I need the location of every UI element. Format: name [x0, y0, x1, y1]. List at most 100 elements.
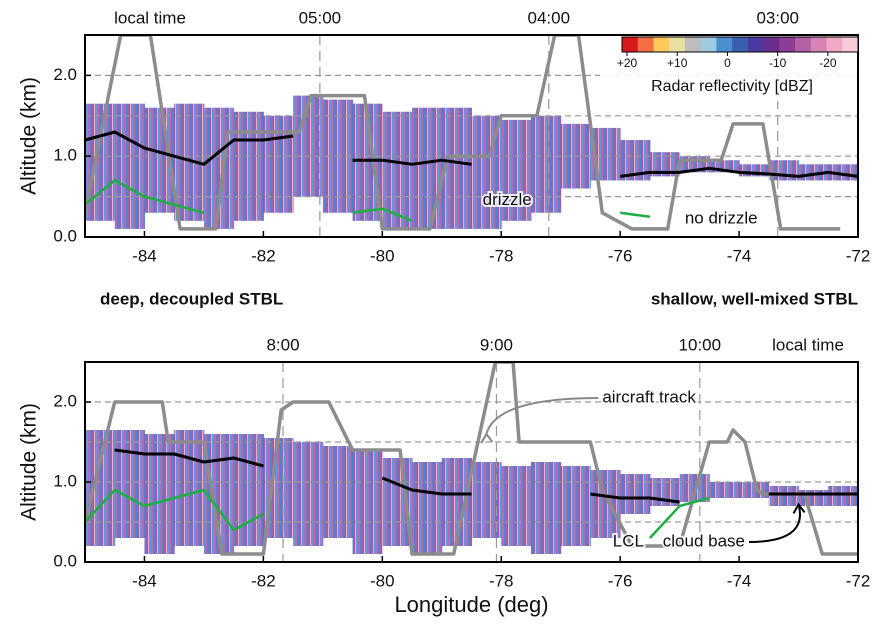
- radar-echo: [620, 474, 651, 514]
- y-tick-label: 1.0: [53, 471, 77, 490]
- annotation-arrow: [485, 397, 599, 435]
- top-axis-label: local time: [772, 335, 844, 354]
- series-line: [85, 130, 858, 178]
- series-label: aircraft track: [602, 387, 696, 406]
- radar-echo: [174, 430, 205, 546]
- radar-echo: [828, 486, 858, 506]
- y-tick-label: 0.0: [53, 226, 77, 245]
- colorbar-tick-label: +10: [667, 56, 688, 70]
- time-tick-label: 04:00: [528, 8, 571, 27]
- plot-area: [85, 362, 858, 562]
- radar-echo: [471, 462, 502, 538]
- x-tick-label: -82: [251, 571, 276, 590]
- x-tick-label: -74: [727, 571, 752, 590]
- colorbar-swatch: [622, 37, 639, 52]
- annotation: no drizzle: [685, 209, 758, 228]
- time-tick-label: 9:00: [480, 335, 513, 354]
- y-tick-label: 0.0: [53, 551, 77, 570]
- x-tick-label: -78: [489, 246, 514, 265]
- colorbar-swatch: [684, 37, 702, 52]
- y-tick-label: 1.0: [53, 146, 77, 165]
- radar-echo: [85, 103, 116, 221]
- radar-echo: [233, 111, 264, 221]
- x-tick-label: -72: [846, 571, 871, 590]
- colorbar-swatch: [716, 37, 733, 52]
- radar-echo: [352, 450, 383, 554]
- colorbar-swatch: [747, 37, 765, 52]
- radar-echo: [144, 434, 175, 554]
- radar-echo: [590, 470, 621, 538]
- x-tick-label: -72: [846, 246, 871, 265]
- colorbar-swatch: [795, 37, 812, 52]
- radar-echo: [412, 462, 443, 554]
- radar-echo: [501, 466, 532, 546]
- radar-echo: [530, 462, 562, 554]
- x-tick-label: -74: [727, 246, 752, 265]
- y-tick-label: 2.0: [53, 65, 77, 84]
- x-axis-label: Longitude (deg): [394, 592, 548, 617]
- colorbar-tick-label: -20: [819, 56, 837, 70]
- series-line: [85, 35, 841, 231]
- time-tick-label: 05:00: [299, 8, 342, 27]
- x-tick-label: -84: [132, 571, 157, 590]
- series-label: LCL: [613, 531, 644, 550]
- x-tick-label: -78: [489, 571, 514, 590]
- radar-echo: [412, 107, 443, 229]
- radar-echo: [768, 486, 800, 506]
- x-tick-label: -80: [370, 246, 395, 265]
- colorbar-tick-label: -10: [769, 56, 787, 70]
- series-line: [85, 488, 710, 539]
- series-label: cloud base: [663, 531, 745, 550]
- colorbar-label: Radar reflectivity [dBZ]: [651, 78, 813, 95]
- plot-frame: [84, 361, 859, 563]
- radar-echo: [233, 434, 264, 546]
- colorbar-swatch: [637, 37, 654, 52]
- series-line: [85, 179, 651, 222]
- colorbar-swatch: [669, 37, 686, 52]
- colorbar-swatch: [826, 37, 843, 52]
- colorbar-tick-label: +20: [617, 56, 638, 70]
- regime-label: shallow, well-mixed STBL: [651, 289, 858, 308]
- colorbar-swatch: [810, 37, 828, 52]
- radar-echo: [322, 446, 354, 538]
- x-tick-label: -80: [370, 571, 395, 590]
- x-tick-label: -76: [608, 571, 633, 590]
- colorbar-swatch: [732, 37, 749, 52]
- radar-echo: [85, 430, 116, 546]
- time-tick-label: 10:00: [679, 335, 722, 354]
- radar-echo: [114, 430, 145, 538]
- radar-echo: [530, 115, 562, 213]
- annotation-arrow: [749, 504, 801, 543]
- x-tick-label: -84: [132, 246, 157, 265]
- radar-echo: [293, 95, 324, 197]
- radar-echo: [709, 482, 740, 498]
- colorbar-swatch: [779, 37, 796, 52]
- colorbar-swatch: [842, 37, 859, 52]
- radar-echo: [382, 111, 413, 229]
- annotation: drizzle: [483, 190, 532, 209]
- radar-echo: [293, 442, 324, 546]
- radar-echo: [114, 103, 145, 229]
- x-tick-label: -82: [251, 246, 276, 265]
- time-tick-label: 8:00: [266, 335, 299, 354]
- series-line: [85, 362, 858, 556]
- radar-echo: [501, 119, 532, 221]
- time-tick-label: 03:00: [756, 8, 799, 27]
- y-axis-label: Altitude (km): [18, 77, 41, 195]
- series-line: [114, 448, 858, 504]
- plot-frame: [84, 34, 859, 238]
- colorbar-swatch: [653, 37, 670, 52]
- colorbar-swatch: [763, 37, 780, 52]
- regime-label: deep, decoupled STBL: [100, 289, 283, 308]
- top-axis-label: local time: [114, 8, 186, 27]
- arrow-head: [480, 432, 494, 444]
- radar-echo: [560, 466, 591, 546]
- arrow-head: [792, 502, 806, 514]
- radar-echo: [441, 107, 472, 229]
- colorbar-frame: [621, 36, 859, 53]
- plot-area: [85, 35, 858, 237]
- colorbar-tick-label: 0: [724, 56, 731, 70]
- colorbar-swatch: [700, 37, 717, 52]
- x-tick-label: -76: [608, 246, 633, 265]
